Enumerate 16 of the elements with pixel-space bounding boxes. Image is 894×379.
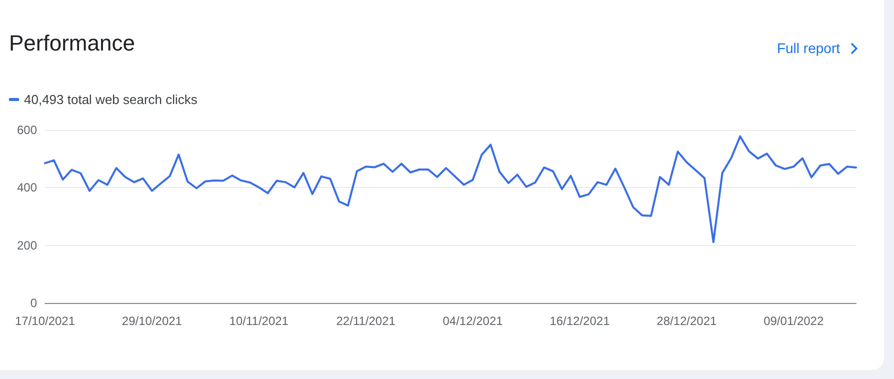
x-tick-label: 28/12/2021 bbox=[656, 314, 718, 328]
line-series bbox=[44, 135, 857, 244]
x-tick-label: 29/10/2021 bbox=[122, 314, 182, 328]
x-tick-label: 10/11/2021 bbox=[229, 314, 289, 328]
y-tick-label: 200 bbox=[16, 238, 38, 252]
x-tick-label: 16/12/2021 bbox=[550, 314, 610, 328]
legend-label: 40,493 total web search clicks bbox=[24, 92, 198, 107]
x-tick-label: 17/10/2021 bbox=[14, 314, 76, 328]
text: Full report bbox=[776, 40, 840, 56]
chart-title: Performance bbox=[9, 30, 135, 56]
x-tick-label: 04/12/2021 bbox=[442, 314, 504, 328]
y-tick-label: 400 bbox=[16, 180, 38, 195]
x-tick-label: 09/01/2022 bbox=[764, 314, 824, 328]
x-tick-label: 22/11/2021 bbox=[336, 314, 396, 328]
y-tick-label: 600 bbox=[16, 123, 38, 137]
y-tick-label: 0 bbox=[30, 296, 38, 310]
